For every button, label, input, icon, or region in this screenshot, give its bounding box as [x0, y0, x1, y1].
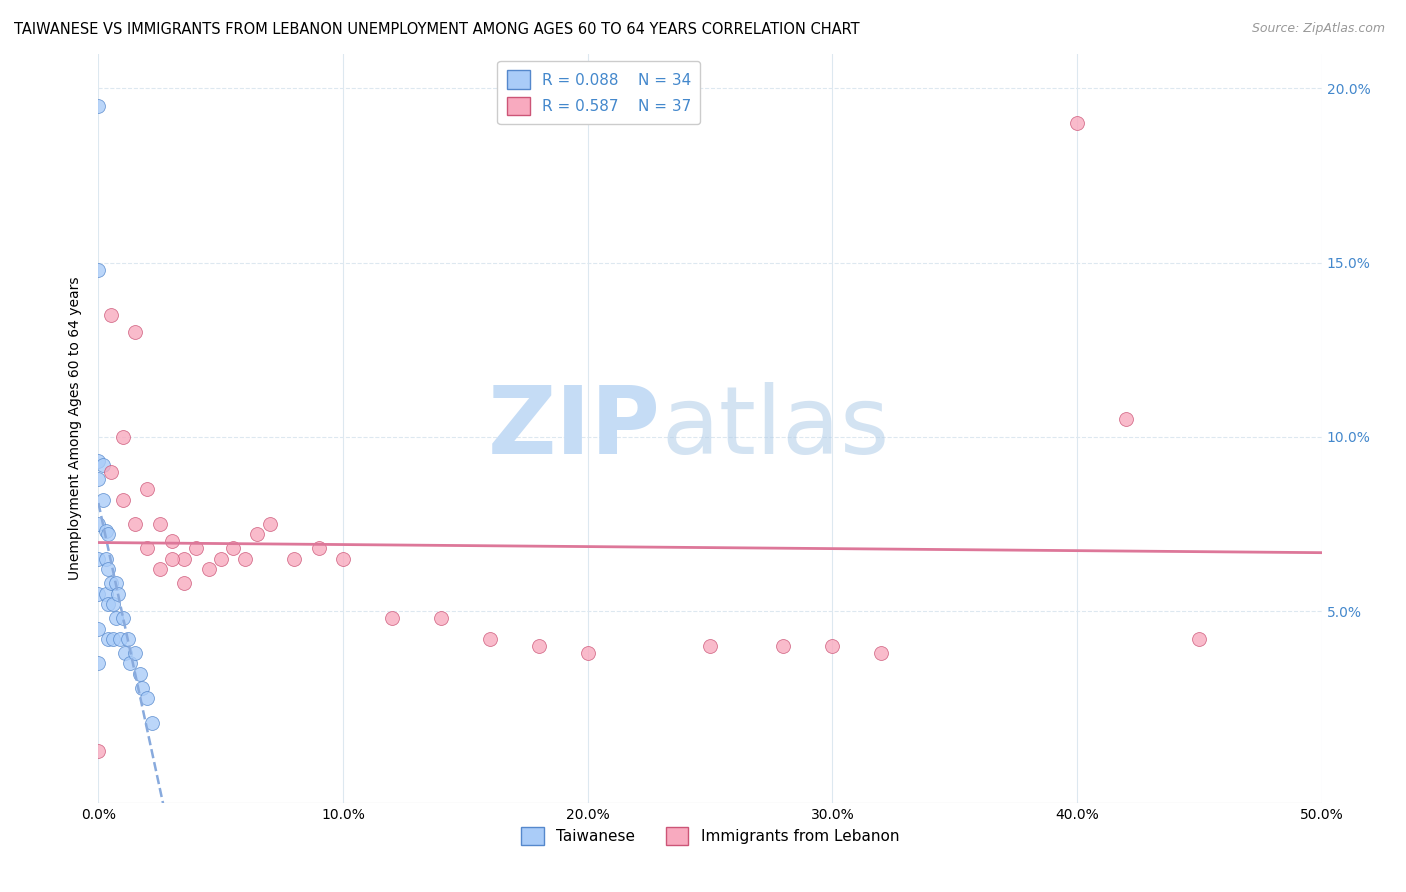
Point — [111, 430, 134, 444]
Point — [87, 743, 110, 757]
Point — [87, 622, 110, 636]
Point — [104, 611, 127, 625]
Point — [136, 541, 159, 556]
Point — [110, 632, 132, 646]
Point — [141, 715, 163, 730]
Point — [576, 646, 599, 660]
Point — [209, 552, 232, 566]
Point — [1066, 116, 1088, 130]
Point — [131, 681, 153, 695]
Point — [97, 597, 120, 611]
Point — [120, 657, 142, 671]
Point — [308, 541, 330, 556]
Point — [104, 576, 127, 591]
Point — [160, 552, 183, 566]
Point — [136, 482, 159, 496]
Point — [87, 454, 110, 468]
Point — [94, 524, 117, 538]
Point — [124, 516, 146, 531]
Point — [94, 587, 117, 601]
Point — [100, 465, 122, 479]
Point — [97, 562, 120, 576]
Point — [197, 562, 219, 576]
Point — [87, 552, 110, 566]
Point — [381, 611, 404, 625]
Point — [117, 632, 139, 646]
Text: Source: ZipAtlas.com: Source: ZipAtlas.com — [1251, 22, 1385, 36]
Text: ZIP: ZIP — [488, 382, 661, 475]
Point — [246, 527, 269, 541]
Point — [173, 576, 195, 591]
Point — [1188, 632, 1211, 646]
Point — [100, 576, 122, 591]
Point — [111, 492, 134, 507]
Point — [222, 541, 245, 556]
Point — [173, 552, 195, 566]
Point — [772, 639, 794, 653]
Point — [114, 646, 136, 660]
Point — [332, 552, 354, 566]
Text: atlas: atlas — [661, 382, 890, 475]
Point — [527, 639, 550, 653]
Point — [111, 611, 134, 625]
Point — [91, 458, 114, 472]
Y-axis label: Unemployment Among Ages 60 to 64 years: Unemployment Among Ages 60 to 64 years — [69, 277, 83, 580]
Point — [101, 632, 124, 646]
Point — [87, 516, 110, 531]
Point — [149, 516, 172, 531]
Point — [87, 657, 110, 671]
Point — [124, 326, 146, 340]
Point — [430, 611, 453, 625]
Legend: Taiwanese, Immigrants from Lebanon: Taiwanese, Immigrants from Lebanon — [515, 821, 905, 851]
Point — [259, 516, 281, 531]
Point — [186, 541, 208, 556]
Point — [233, 552, 256, 566]
Point — [478, 632, 501, 646]
Point — [283, 552, 305, 566]
Point — [91, 492, 114, 507]
Point — [87, 587, 110, 601]
Point — [1115, 412, 1137, 426]
Point — [100, 308, 122, 322]
Point — [149, 562, 172, 576]
Point — [107, 587, 129, 601]
Point — [87, 99, 110, 113]
Point — [136, 691, 159, 706]
Point — [94, 552, 117, 566]
Point — [97, 632, 120, 646]
Point — [129, 666, 152, 681]
Point — [699, 639, 721, 653]
Point — [101, 597, 124, 611]
Text: TAIWANESE VS IMMIGRANTS FROM LEBANON UNEMPLOYMENT AMONG AGES 60 TO 64 YEARS CORR: TAIWANESE VS IMMIGRANTS FROM LEBANON UNE… — [14, 22, 859, 37]
Point — [160, 534, 183, 549]
Point — [821, 639, 844, 653]
Point — [87, 262, 110, 277]
Point — [870, 646, 893, 660]
Point — [124, 646, 146, 660]
Point — [97, 527, 120, 541]
Point — [87, 472, 110, 486]
